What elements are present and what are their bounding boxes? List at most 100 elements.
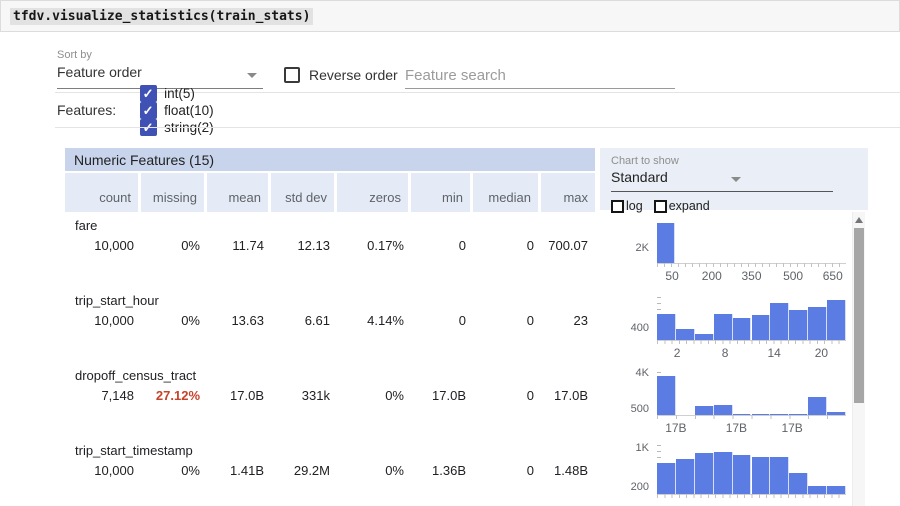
stat-value: 29.2M <box>293 463 330 478</box>
x-axis-ticks <box>657 340 846 344</box>
scroll-thumb[interactable] <box>854 228 864 403</box>
sort-by-select[interactable]: Feature order <box>57 64 263 89</box>
histogram-bar <box>713 405 733 415</box>
stat-value: 11.74 <box>232 238 264 253</box>
histogram-bar <box>770 414 790 415</box>
stat-value: 0 <box>526 463 534 478</box>
log-checkbox[interactable] <box>611 199 624 213</box>
histogram-bar <box>808 485 828 494</box>
histogram-bar <box>657 313 676 340</box>
code-cell[interactable]: tfdv.visualize_statistics(train_stats) <box>0 0 900 32</box>
table-header-row: count missing mean std dev zeros min median max <box>65 173 595 212</box>
y-axis-label: 1K <box>635 442 649 455</box>
stat-value: 12.13 <box>297 238 330 253</box>
stat-value: 13.63 <box>231 313 264 328</box>
feature-name: trip_start_hour <box>75 293 159 308</box>
features-label: Features: <box>57 102 117 118</box>
x-axis-label: 2 <box>673 346 681 360</box>
feature-name: fare <box>75 218 98 233</box>
feature-search-input[interactable] <box>405 62 675 89</box>
column-header: median <box>473 173 541 212</box>
expand-checkbox[interactable] <box>653 199 667 213</box>
x-axis-label: 500 <box>783 269 804 283</box>
histogram-bar <box>694 333 714 340</box>
histogram-bar <box>789 309 809 340</box>
histogram-trip-start-hour: 400 2 8 14 20 <box>600 287 850 362</box>
feature-type-option[interactable]: float(10) <box>140 101 214 119</box>
feature-type-checkbox[interactable] <box>140 101 158 119</box>
feature-type-filter: Features: int(5)float(10)string(2) <box>57 84 232 136</box>
stat-value: 23 <box>573 313 588 328</box>
stat-value: 0% <box>181 463 200 478</box>
histogram-trip-start-timestamp: 1K 200 <box>600 437 850 506</box>
x-axis-label: 17B <box>781 421 803 435</box>
chart-to-show-label: Chart to show <box>611 155 679 167</box>
stat-value: 700.07 <box>548 238 588 253</box>
x-axis-label: 200 <box>701 269 722 283</box>
feature-type-label: int(5) <box>164 85 195 101</box>
feature-type-checkbox[interactable] <box>140 84 158 102</box>
table-row: fare 10,000 0% 11.74 12.13 0.17% 0 0 700.07 <box>65 212 595 287</box>
histogram-bar <box>657 462 676 494</box>
stat-value: 0.17% <box>367 238 404 253</box>
stat-value: 0 <box>526 238 534 253</box>
column-header: mean <box>207 173 271 212</box>
chart-scale-options: log expand <box>611 199 868 213</box>
stat-value: 17.0B <box>554 388 588 403</box>
stat-values-row: 10,000 0% 1.41B 29.2M 0% 1.36B 0 1.48B <box>65 463 595 478</box>
histogram-bar <box>751 315 771 340</box>
stat-value: 1.48B <box>554 463 588 478</box>
stat-value: 1.41B <box>230 463 264 478</box>
stat-value: 17.0B <box>230 388 264 403</box>
stat-value: 27.12% <box>155 388 200 403</box>
sort-by-label: Sort by <box>57 49 92 61</box>
histogram-bar <box>751 457 771 494</box>
reverse-order-option[interactable]: Reverse order <box>284 67 398 83</box>
reverse-order-checkbox[interactable] <box>284 67 300 83</box>
numeric-features-table: Numeric Features (15) count missing mean st… <box>65 148 595 506</box>
feature-name: dropoff_census_tract <box>75 368 197 383</box>
stat-value: 0% <box>181 313 200 328</box>
stat-value: 0 <box>458 313 466 328</box>
histogram-bar <box>827 412 846 415</box>
histogram-bar <box>694 406 714 415</box>
stat-values-row: 10,000 0% 13.63 6.61 4.14% 0 0 23 <box>65 313 595 328</box>
histogram-fare: 2K 50 200 350 500 650 <box>600 212 850 287</box>
stat-values-row: 7,148 27.12% 17.0B 331k 0% 17.0B 0 17.0B <box>65 388 595 403</box>
scrollbar[interactable] <box>852 212 865 506</box>
x-axis-label: 650 <box>822 269 843 283</box>
histogram-bar <box>732 414 752 415</box>
histogram-column: 2K 50 200 350 500 650 400 2 8 14 20 4K 500 17B 17… <box>600 212 850 506</box>
y-axis-label: 400 <box>630 321 649 334</box>
column-header: max <box>541 173 595 212</box>
y-axis-label: 2K <box>635 241 649 254</box>
feature-name: trip_start_timestamp <box>75 443 193 458</box>
histogram-bar <box>713 314 733 340</box>
histogram-bar <box>732 454 752 494</box>
feature-type-option[interactable]: int(5) <box>140 84 214 102</box>
histogram-bar <box>751 414 771 415</box>
reverse-order-label: Reverse order <box>309 67 398 83</box>
chart-options-panel: Chart to show Standard log expand <box>600 148 868 213</box>
stat-value: 10,000 <box>94 313 134 328</box>
stat-value: 6.61 <box>304 313 330 328</box>
histogram-bar <box>657 222 675 263</box>
stat-value: 1.36B <box>432 463 466 478</box>
x-axis-label: 350 <box>741 269 762 283</box>
histogram-bar <box>770 457 790 494</box>
x-axis-label: 50 <box>665 269 679 283</box>
chart-type-value: Standard <box>611 169 668 185</box>
y-axis-label: 200 <box>630 480 649 493</box>
stat-value: 10,000 <box>94 463 134 478</box>
histogram-bar <box>770 302 790 340</box>
histogram-bar <box>789 414 809 415</box>
histogram-bar <box>694 453 714 494</box>
x-axis-ticks <box>657 494 846 498</box>
column-header: missing <box>141 173 207 212</box>
feature-type-label: float(10) <box>164 102 214 118</box>
stat-value: 10,000 <box>94 238 134 253</box>
x-axis-label: 14 <box>767 346 781 360</box>
chart-type-select[interactable]: Standard <box>611 169 833 192</box>
scroll-up-icon[interactable] <box>855 217 863 223</box>
